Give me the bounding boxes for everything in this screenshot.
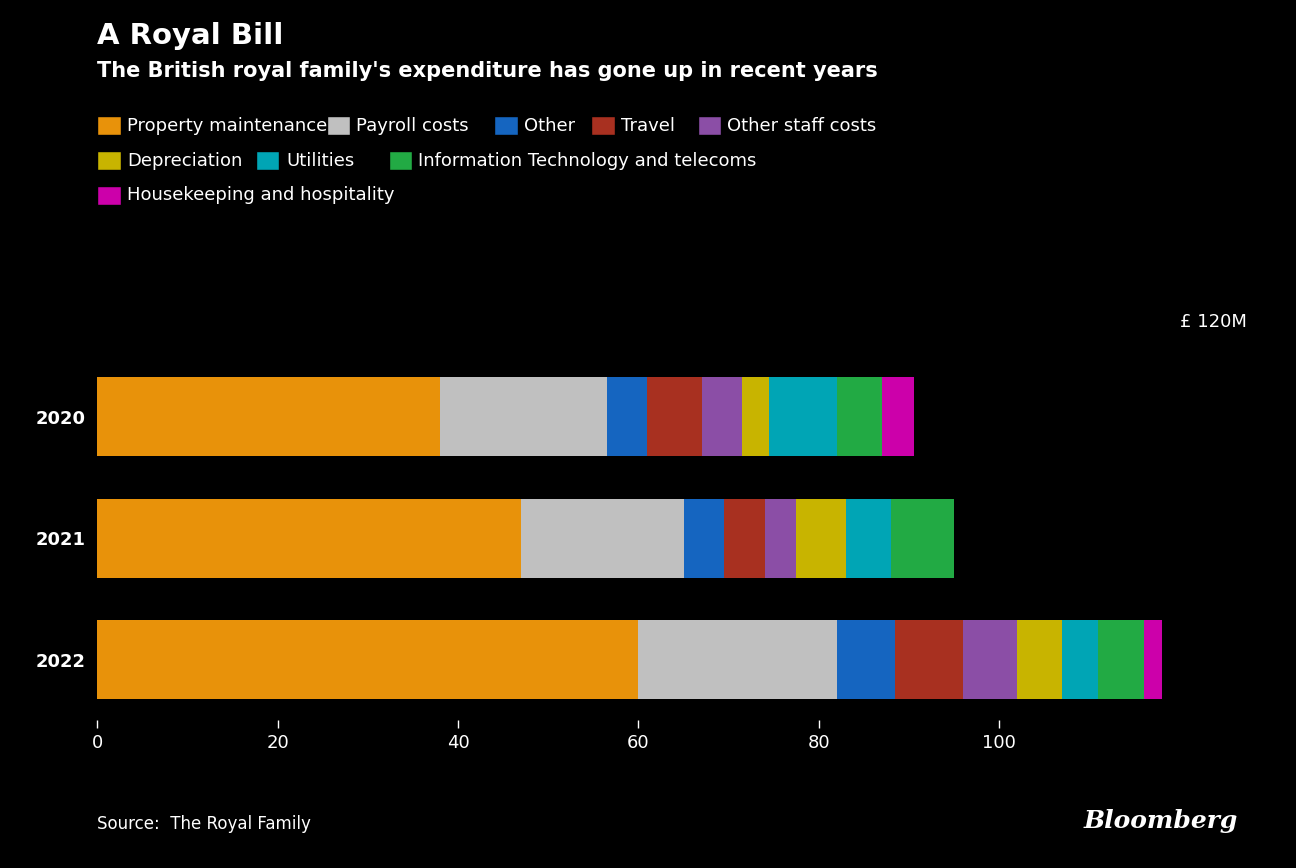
Text: Depreciation: Depreciation xyxy=(127,152,242,169)
Text: Source:  The Royal Family: Source: The Royal Family xyxy=(97,815,311,833)
Bar xyxy=(770,378,837,457)
Text: £ 120M: £ 120M xyxy=(1179,313,1247,332)
Bar xyxy=(743,378,770,457)
Bar xyxy=(765,498,796,578)
Bar xyxy=(648,378,701,457)
Bar xyxy=(683,498,724,578)
Bar xyxy=(1099,620,1143,700)
Text: Travel: Travel xyxy=(621,117,675,135)
Bar xyxy=(896,620,963,700)
Bar xyxy=(439,378,607,457)
Bar xyxy=(1017,620,1063,700)
Bar xyxy=(796,498,846,578)
Bar xyxy=(639,620,837,700)
Bar xyxy=(701,378,743,457)
Bar xyxy=(607,378,648,457)
Bar xyxy=(521,498,683,578)
Text: Housekeeping and hospitality: Housekeeping and hospitality xyxy=(127,187,394,204)
Bar xyxy=(963,620,1017,700)
Bar xyxy=(724,498,765,578)
Bar xyxy=(1143,620,1161,700)
Bar xyxy=(890,498,954,578)
Text: Other: Other xyxy=(524,117,575,135)
Text: A Royal Bill: A Royal Bill xyxy=(97,22,284,49)
Text: Property maintenance: Property maintenance xyxy=(127,117,328,135)
Bar xyxy=(97,498,521,578)
Text: Payroll costs: Payroll costs xyxy=(356,117,469,135)
Text: Bloomberg: Bloomberg xyxy=(1083,809,1238,833)
Bar xyxy=(1063,620,1099,700)
Text: Information Technology and telecoms: Information Technology and telecoms xyxy=(419,152,757,169)
Text: Other staff costs: Other staff costs xyxy=(727,117,876,135)
Bar xyxy=(97,620,639,700)
Bar xyxy=(97,378,439,457)
Bar xyxy=(846,498,890,578)
Bar xyxy=(837,378,883,457)
Bar xyxy=(837,620,896,700)
Bar xyxy=(883,378,914,457)
Text: The British royal family's expenditure has gone up in recent years: The British royal family's expenditure h… xyxy=(97,61,877,81)
Text: Utilities: Utilities xyxy=(286,152,354,169)
